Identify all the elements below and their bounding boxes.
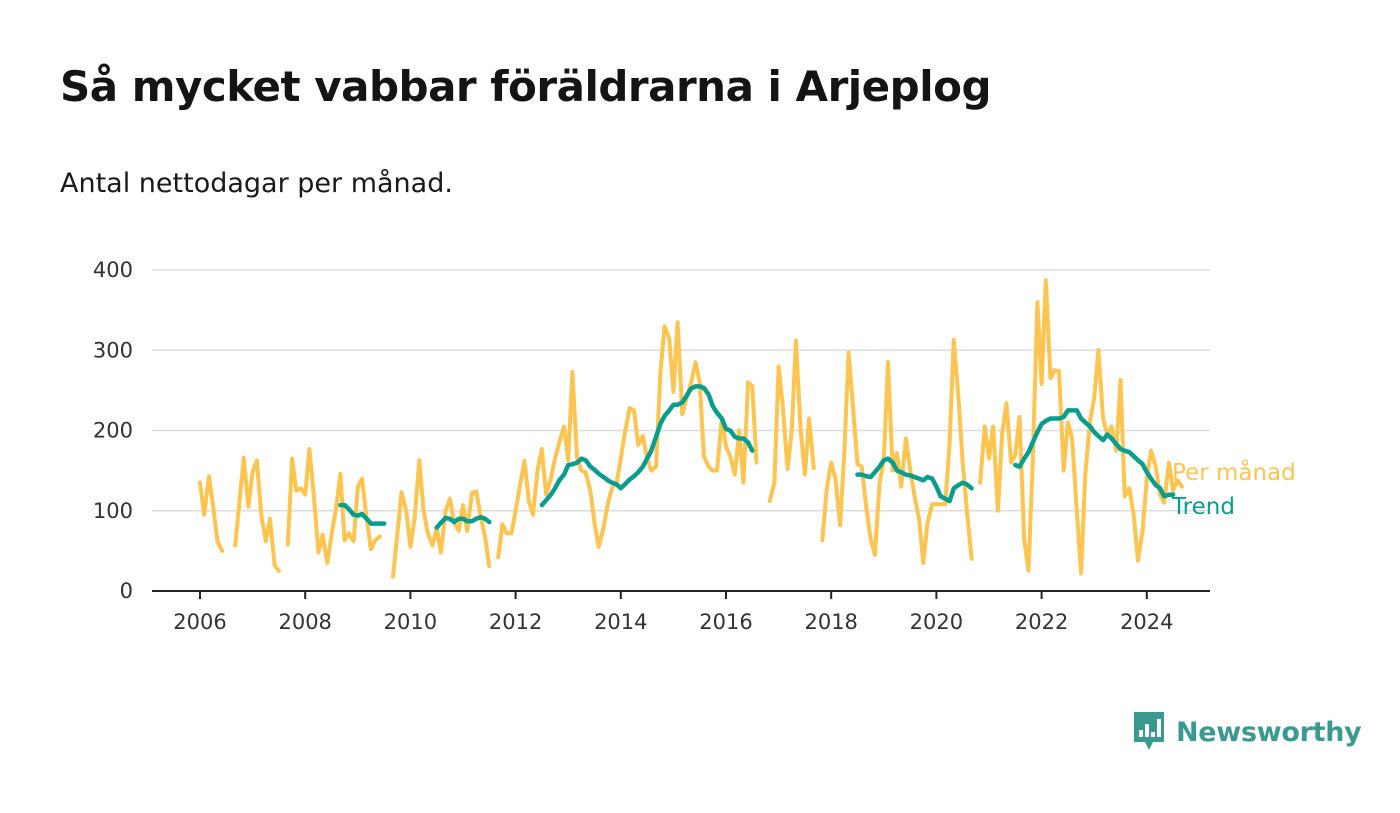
monthly-series-line	[496, 320, 759, 560]
x-tick-label: 2014	[594, 610, 647, 634]
monthly-series-line	[391, 458, 492, 579]
tick-labels: 0 100 200 300 400 2006 2008 2010 2012 2014 2016 201…	[93, 258, 1174, 634]
y-tick-label: 400	[93, 258, 133, 282]
chart-title: Så mycket vabbar föräldrarna i Arjeplog	[60, 62, 992, 111]
x-tick-label: 2006	[173, 610, 226, 634]
newsworthy-logo[interactable]: Newsworthy	[1132, 710, 1362, 754]
trend-series-line	[855, 456, 974, 504]
x-tick-label: 2016	[699, 610, 752, 634]
series-lines	[198, 278, 1184, 579]
monthly-series-line	[820, 337, 974, 565]
trend-series-line	[338, 502, 387, 526]
x-tick-label: 2020	[910, 610, 963, 634]
bar-chart-logo-icon	[1134, 712, 1164, 750]
monthly-series-line	[233, 455, 281, 573]
brand-name: Newsworthy	[1176, 716, 1362, 748]
y-tick-label: 300	[93, 338, 133, 362]
x-tick-label: 2018	[804, 610, 857, 634]
monthly-series-line	[198, 474, 225, 553]
x-tick-label: 2022	[1015, 610, 1068, 634]
legend-per-manad: Per månad	[1172, 458, 1296, 486]
legend: Per månad Trend	[1171, 458, 1296, 520]
x-tick-label: 2010	[384, 610, 437, 634]
x-tick-label: 2008	[278, 610, 331, 634]
legend-trend: Trend	[1171, 494, 1235, 520]
chart-subtitle: Antal nettodagar per månad.	[60, 168, 453, 199]
y-tick-label: 0	[120, 579, 133, 603]
trend-series-line	[434, 514, 492, 530]
trend-series-line	[1013, 408, 1176, 499]
x-axis	[152, 590, 1210, 599]
y-tick-label: 100	[93, 499, 133, 523]
x-tick-label: 2012	[489, 610, 542, 634]
x-tick-label: 2024	[1120, 610, 1173, 634]
trend-series-line	[539, 384, 755, 508]
monthly-series-line	[978, 278, 1184, 576]
monthly-series-line	[767, 338, 816, 504]
monthly-series-line	[285, 447, 382, 565]
y-tick-label: 200	[93, 419, 133, 443]
